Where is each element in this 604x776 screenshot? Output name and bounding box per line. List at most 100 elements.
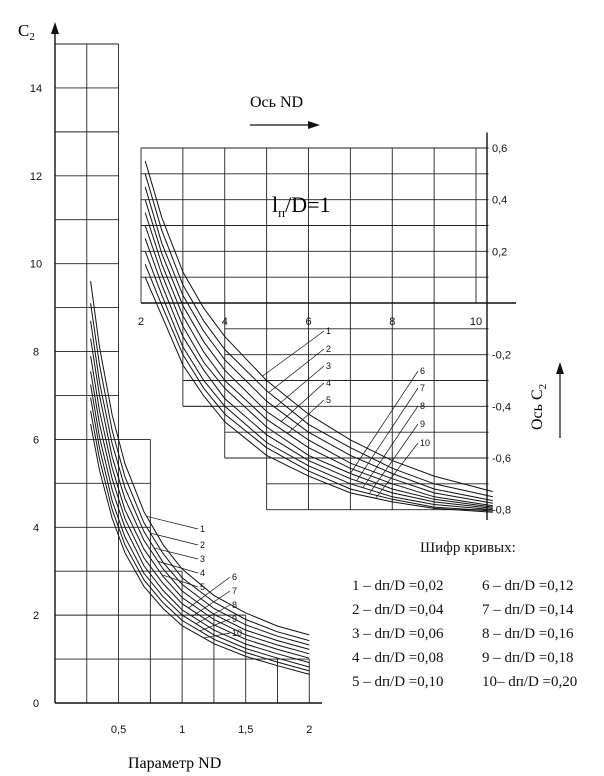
main-curve-label: 1 — [200, 524, 205, 534]
legend-item-9: 9 – dп/D =0,18 — [482, 650, 574, 666]
main-curve-label: 6 — [232, 572, 237, 582]
main-chart-grid — [55, 43, 310, 703]
main-y-tick-label: 6 — [33, 434, 39, 446]
inset-y-tick-label: 0,6 — [492, 143, 507, 155]
inset-curve-label: 3 — [326, 361, 331, 371]
inset-curve-label: 4 — [326, 378, 331, 388]
legend-item-5: 5 – dп/D =0,10 — [352, 674, 444, 690]
main-curve-7 — [90, 384, 310, 664]
legend-item-4: 4 – dп/D =0,08 — [352, 650, 444, 666]
inset-y-tick-label: 0,4 — [492, 195, 507, 207]
inset-curve-1 — [144, 160, 493, 493]
inset-y-axis-arrow — [556, 362, 564, 438]
main-curve-leader — [150, 532, 199, 546]
inset-y-tick-label: 0,2 — [492, 246, 507, 258]
main-y-tick-label: 12 — [30, 171, 42, 183]
inset-x-tick-label: 4 — [222, 316, 228, 328]
inset-x-tick-label: 10 — [470, 316, 482, 328]
main-y-tick-label: 0 — [33, 698, 39, 710]
main-curve-8 — [90, 397, 310, 668]
curve-legend: Шифр кривых: 1 – dп/D =0,02 2 – dп/D =0,… — [352, 540, 577, 690]
main-curve-label: 9 — [232, 614, 237, 624]
inset-curve-leader — [375, 442, 419, 499]
main-curve-9 — [90, 410, 310, 672]
inset-curve-leader — [368, 423, 419, 494]
inset-x-axis-arrow — [250, 121, 320, 129]
main-curve-leader — [188, 576, 231, 609]
main-chart-curve-labels: 1 2 3 4 5 6 7 8 9 10 — [146, 515, 242, 639]
legend-title: Шифр кривых: — [420, 540, 516, 556]
main-curve-leader — [203, 632, 231, 639]
legend-item-8: 8 – dп/D =0,16 — [482, 626, 574, 642]
inset-curve-label: 10 — [420, 438, 430, 448]
legend-item-6: 6 – dп/D =0,12 — [482, 578, 574, 594]
main-y-tick-label: 14 — [30, 83, 42, 95]
main-y-tick-label: 4 — [33, 522, 39, 534]
inset-y-tick-label: -0,8 — [492, 505, 511, 517]
main-y-axis-label: C2 — [18, 21, 35, 43]
main-curve-label: 3 — [200, 554, 205, 564]
main-chart-curves — [90, 281, 310, 675]
inset-y-axis-label: Ось C2 — [529, 384, 549, 430]
inset-curve-7 — [144, 238, 493, 509]
inset-x-tick-label: 2 — [138, 316, 144, 328]
inset-chart-curve-labels: 1 2 3 4 5 6 7 8 9 10 — [262, 326, 430, 499]
inset-curve-leader — [350, 370, 419, 474]
inset-chart-grid — [140, 147, 489, 511]
main-x-tick-label: 2 — [306, 724, 312, 736]
main-y-tick-label: 8 — [33, 347, 39, 359]
inset-curve-label: 2 — [326, 344, 331, 354]
main-y-tick-label: 2 — [33, 610, 39, 622]
main-curve-label: 5 — [200, 582, 205, 592]
inset-curve-leader — [356, 387, 419, 481]
main-curve-6 — [90, 371, 310, 659]
main-chart-axes — [51, 22, 322, 704]
main-curve-label: 8 — [232, 600, 237, 610]
inset-curve-label: 9 — [420, 419, 425, 429]
inset-x-axis-label: Ось ND — [250, 94, 303, 111]
inset-curve-label: 5 — [326, 395, 331, 405]
inset-chart-axes — [141, 132, 516, 520]
inset-curve-label: 6 — [420, 366, 425, 376]
inset-curve-6 — [144, 225, 493, 508]
main-curve-10 — [90, 423, 310, 675]
main-curve-5 — [90, 355, 310, 655]
main-curve-leader — [199, 618, 231, 632]
main-curve-leader — [146, 515, 199, 530]
inset-curve-3 — [144, 186, 493, 502]
main-curve-label: 2 — [200, 540, 205, 550]
inset-curve-label: 7 — [420, 383, 425, 393]
inset-curve-9 — [144, 264, 493, 512]
main-y-axis-arrowhead — [51, 22, 59, 34]
main-curve-label: 7 — [232, 586, 237, 596]
legend-item-10: 10– dп/D =0,20 — [482, 674, 577, 690]
main-curve-3 — [90, 320, 310, 646]
inset-curve-2 — [144, 173, 493, 498]
main-curve-1 — [90, 281, 310, 636]
inset-curve-4 — [144, 199, 493, 504]
inset-y-tick-label: -0,4 — [492, 401, 511, 413]
main-x-tick-label: 0,5 — [111, 724, 126, 736]
main-x-axis-label: Параметр ND — [128, 755, 221, 772]
inset-curve-leader — [262, 330, 325, 377]
inset-x-tick-label: 6 — [305, 316, 311, 328]
inset-x-tick-label: 8 — [389, 316, 395, 328]
main-curve-4 — [90, 338, 310, 650]
inset-title: lп/D=1 — [272, 192, 331, 220]
inset-curve-leader — [268, 348, 325, 393]
main-curve-label: 4 — [200, 568, 205, 578]
inset-curve-8 — [144, 251, 493, 511]
main-curve-label: 10 — [232, 628, 242, 638]
legend-item-7: 7 – dп/D =0,14 — [482, 602, 574, 618]
inset-curve-leader — [281, 382, 325, 422]
inset-curve-label: 8 — [420, 401, 425, 411]
main-curve-leader — [157, 561, 199, 574]
inset-curve-label: 1 — [326, 326, 331, 336]
inset-curve-leader — [287, 399, 325, 434]
main-y-tick-label: 10 — [30, 259, 42, 271]
inset-curve-10 — [144, 277, 493, 513]
main-curve-leader — [161, 574, 199, 588]
inset-curve-leader — [362, 405, 419, 488]
